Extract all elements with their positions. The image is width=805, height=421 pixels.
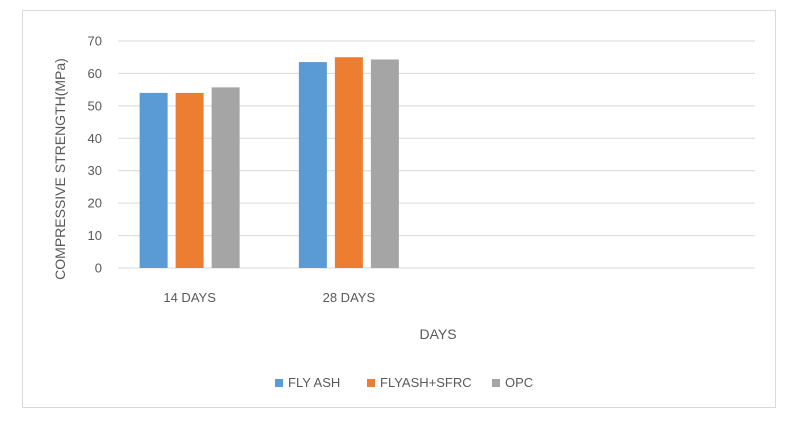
bar-flyash-sfrc-1: [175, 92, 204, 268]
legend-label: OPC: [505, 375, 533, 390]
y-axis-ticks: 0 10 20 30 40 50 60 70: [88, 34, 102, 276]
y-tick-label: 30: [88, 163, 102, 178]
x-axis-ticks: 14 DAYS 28 DAYS: [163, 290, 375, 305]
legend-label: FLY ASH: [288, 375, 340, 390]
bar-fly-ash-1: [139, 92, 168, 268]
bars: [139, 57, 399, 269]
legend-swatch: [275, 379, 283, 387]
bar-opc-2: [370, 59, 399, 269]
legend-swatch: [492, 379, 500, 387]
y-tick-label: 60: [88, 66, 102, 81]
y-tick-label: 0: [95, 261, 102, 276]
legend: FLY ASH FLYASH+SFRC OPC: [275, 375, 533, 390]
y-tick-label: 40: [88, 131, 102, 146]
x-axis-title: DAYS: [419, 326, 456, 342]
y-tick-label: 70: [88, 34, 102, 49]
x-tick-label: 28 DAYS: [323, 290, 376, 305]
x-tick-label: 14 DAYS: [163, 290, 216, 305]
y-axis-title: COMPRESSIVE STRENGTH(MPa): [52, 58, 68, 280]
y-tick-label: 20: [88, 196, 102, 211]
bar-fly-ash-2: [298, 62, 327, 269]
bar-opc-1: [211, 87, 240, 268]
y-tick-label: 50: [88, 98, 102, 113]
legend-swatch: [367, 379, 375, 387]
y-tick-label: 10: [88, 228, 102, 243]
legend-label: FLYASH+SFRC: [380, 375, 472, 390]
bar-flyash-sfrc-2: [334, 57, 363, 268]
